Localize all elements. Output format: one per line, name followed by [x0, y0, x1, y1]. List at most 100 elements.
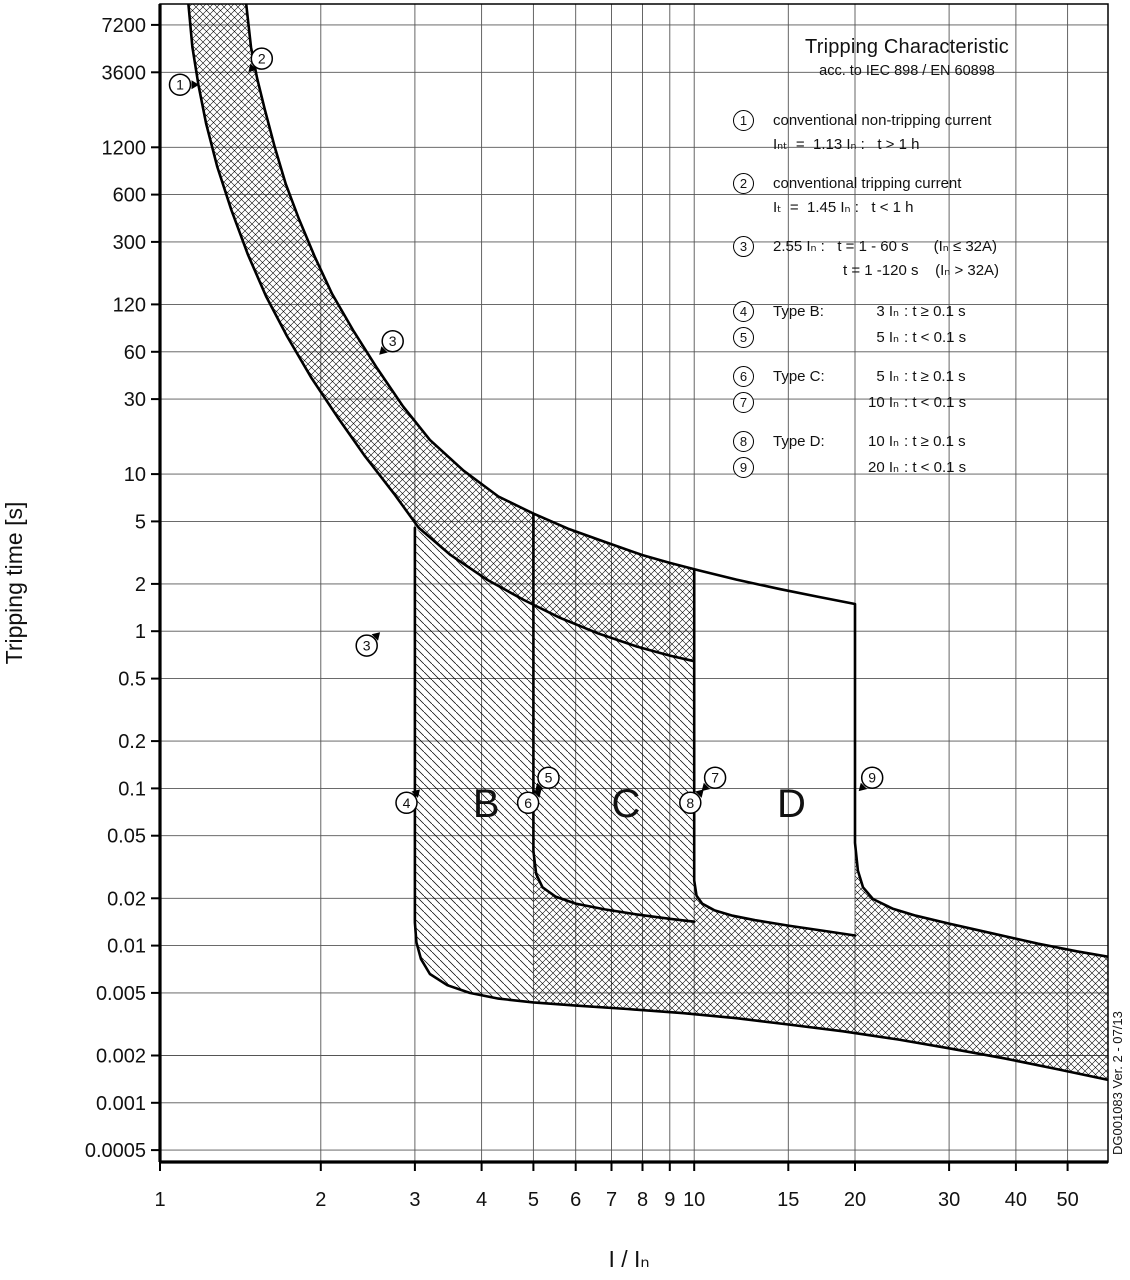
x-tick-label: 2: [315, 1189, 326, 1211]
legend-type-condition: : t < 0.1 s: [904, 458, 967, 476]
y-tick-label: 0.005: [96, 983, 146, 1005]
marker-circle-3: [381, 329, 404, 353]
marker-number: 5: [545, 770, 553, 786]
y-tick-label: 0.01: [107, 936, 146, 958]
marker-number: 3: [389, 333, 397, 349]
region-label-D: D: [777, 782, 806, 826]
legend-type-condition: : t < 0.1 s: [904, 393, 967, 411]
legend-type-label: Type B:: [773, 302, 824, 320]
marker-number: 6: [524, 795, 532, 811]
marker-pointer-wedge: [535, 782, 544, 792]
legend-type-multiple: 5 Iₙ: [876, 368, 899, 385]
region-letter-labels: B C D: [473, 782, 806, 826]
marker-circle-8: [679, 791, 702, 815]
legend-type-item: 6 Type C: 5 Iₙ: t ≥ 0.1 s: [733, 363, 1081, 389]
x-tick-label: 20: [844, 1189, 866, 1211]
x-tick-label: 3: [409, 1189, 420, 1211]
y-tick-label: 0.1: [118, 778, 146, 800]
x-tick-label: 50: [1056, 1189, 1078, 1211]
region-label-B: B: [473, 782, 500, 826]
lower-tripping-limit-curve: [187, 4, 696, 663]
marker-number: 8: [686, 795, 694, 811]
y-axis-title: Tripping time [s]: [1, 502, 27, 665]
marker-pointer-wedge: [411, 789, 420, 798]
marker-number: 1: [176, 77, 184, 93]
marker-number: 9: [868, 770, 876, 786]
legend-type-condition: : t ≥ 0.1 s: [904, 432, 966, 450]
legend-type-condition: : t ≥ 0.1 s: [904, 367, 966, 385]
marker-pointer-wedge: [533, 789, 542, 798]
legend-type-multiple: 3 Iₙ: [876, 303, 899, 320]
legend-type-multiple: 20 Iₙ: [868, 459, 899, 476]
region-label-C: C: [611, 782, 640, 826]
legend-type-condition: : t < 0.1 s: [904, 328, 967, 346]
marker-circle-2: [250, 47, 274, 70]
legend-note-line2: Iₙₜ = 1.13 Iₙ : t > 1 h: [773, 136, 920, 153]
y-tick-label: 5: [135, 511, 146, 533]
x-axis-title: I / Iₙ: [608, 1246, 649, 1272]
legend-type-rows: 4 Type B: 3 Iₙ : t ≥ 0.1 s 5 5 Iₙ : t < 0.1 s 6…: [733, 298, 1081, 480]
y-tick-label: 120: [113, 294, 146, 316]
document-id-watermark: DG001083 Ver. 2 - 07/13: [1110, 1011, 1125, 1155]
marker-pointer-wedge: [858, 782, 868, 792]
legend-type-item: 8 Type D: 10 Iₙ: t ≥ 0.1 s: [733, 428, 1081, 454]
marker-number: 2: [258, 51, 266, 67]
legend-type-multiple: 10 Iₙ: [868, 433, 899, 450]
marker-pointer-wedge: [701, 782, 711, 792]
marker-circle-1: [168, 73, 192, 96]
marker-number: 4: [403, 795, 411, 811]
y-tick-label: 1200: [102, 137, 147, 159]
legend-note-line2: Iₜ = 1.45 Iₙ : t < 1 h: [773, 199, 914, 216]
x-tick-label: 10: [683, 1189, 705, 1211]
legend-item-number: 3: [733, 236, 754, 257]
y-tick-label: 0.002: [96, 1046, 146, 1068]
type-c-d-10In-boundary: [692, 569, 857, 937]
y-tick-label: 600: [113, 185, 146, 207]
hatched-regions: [188, 4, 1108, 1080]
marker-circle-6: [516, 791, 540, 815]
x-tick-label: 8: [637, 1189, 648, 1211]
legend-note-line1: conventional tripping current: [773, 175, 962, 192]
marker-circle-3: [355, 634, 378, 657]
legend-item-number: 4: [733, 300, 754, 322]
legend-panel: Tripping Characteristic acc. to IEC 898 …: [733, 36, 1081, 480]
legend-type-label: Type D:: [773, 432, 825, 450]
y-tick-label: 0.02: [107, 888, 146, 910]
legend-type-condition: : t ≥ 0.1 s: [904, 302, 966, 320]
legend-note-line1: 2.55 Iₙ : t = 1 - 60 s (Iₙ ≤ 32A): [773, 238, 998, 255]
marker-pointer-wedge: [191, 80, 199, 90]
y-tick-label: 60: [124, 342, 146, 364]
marker-pointer-wedge: [371, 632, 381, 641]
legend-type-item: 5 5 Iₙ : t < 0.1 s: [733, 324, 1081, 350]
thermal-tolerance-band: [188, 4, 699, 662]
legend-note-item: 3 2.55 Iₙ : t = 1 - 60 s (Iₙ ≤ 32A) t = 1 …: [733, 235, 1081, 282]
y-tick-label: 0.5: [118, 669, 146, 691]
legend-item-number: 5: [733, 326, 754, 348]
type-b-3In-boundary: [413, 526, 1108, 1082]
x-tick-label: 15: [777, 1189, 799, 1211]
legend-item-number: 7: [733, 391, 754, 413]
x-tick-label: 40: [1005, 1189, 1027, 1211]
marker-number: 7: [711, 770, 719, 786]
legend-note-item: 1 conventional non-tripping current Iₙₜ = …: [733, 109, 1081, 156]
y-tick-label: 2: [135, 574, 146, 596]
legend-type-item: 7 10 Iₙ: t < 0.1 s: [733, 389, 1081, 415]
legend-notes: 1 conventional non-tripping current Iₙₜ = …: [733, 109, 1081, 282]
legend-item-number: 6: [733, 365, 754, 387]
legend-type-item: 9 20 Iₙ: t < 0.1 s: [733, 454, 1081, 480]
marker-pointer-wedge: [248, 63, 257, 72]
y-tick-label: 0.2: [118, 731, 146, 753]
type-c-region: [533, 604, 695, 922]
marker-pointer-wedge: [695, 789, 704, 798]
legend-note-item: 2 conventional tripping current Iₜ = 1.45 …: [733, 172, 1081, 219]
upper-tripping-limit-curve: [244, 4, 1108, 958]
legend-title: Tripping Characteristic: [805, 36, 1009, 58]
y-tick-label: 0.001: [96, 1093, 146, 1115]
x-tick-label: 30: [938, 1189, 960, 1211]
legend-type-multiple: 5 Iₙ: [876, 329, 899, 346]
marker-circle-5: [537, 766, 560, 789]
y-tick-label: 0.05: [107, 826, 146, 848]
marker-circle-9: [860, 766, 884, 789]
